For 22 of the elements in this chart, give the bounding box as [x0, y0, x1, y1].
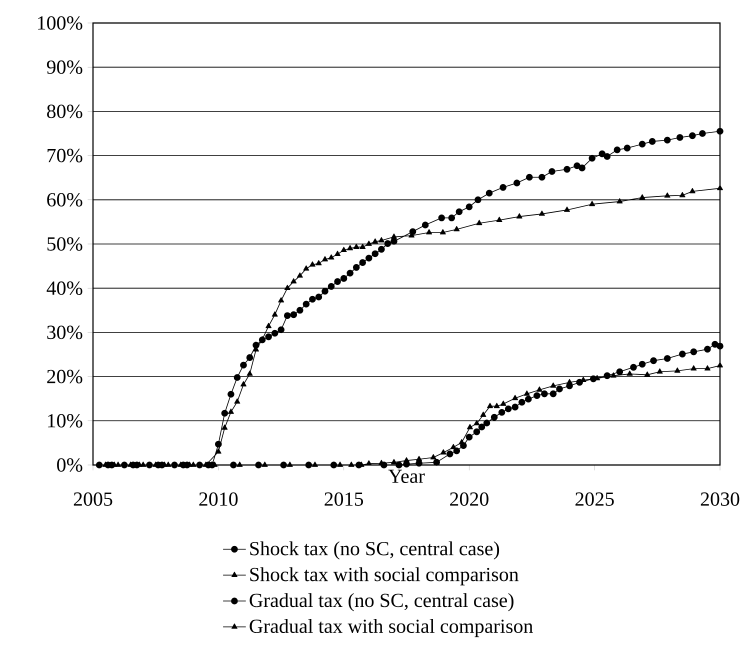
y-tick-label: 50%: [47, 237, 82, 251]
y-tick-label: 10%: [48, 414, 82, 428]
legend-label: Shock tax (no SC, central case): [250, 541, 500, 560]
x-tick-label: 2015: [324, 492, 364, 506]
y-tick-label: 20%: [47, 370, 82, 384]
x-tick-label: 2005: [74, 492, 112, 506]
y-tick-label: 30%: [47, 326, 82, 340]
x-tick-label: 2020: [450, 492, 488, 506]
legend-label: Shock tax with social comparison: [250, 567, 519, 586]
y-tick-label: 40%: [46, 281, 82, 295]
y-tick-label: 60%: [47, 193, 82, 207]
y-tick-label: 0%: [57, 458, 82, 472]
x-tick-label: 2025: [575, 492, 614, 506]
y-tick-label: 100%: [38, 16, 82, 30]
y-tick-label: 90%: [46, 60, 82, 74]
x-tick-label: 2010: [199, 492, 238, 506]
x-axis-title: Year: [388, 470, 425, 483]
legend-label: Gradual tax with social comparison: [250, 618, 533, 638]
legend-label: Gradual tax (no SC, central case): [250, 593, 514, 612]
x-tick-label: 2030: [700, 492, 740, 506]
y-tick-label: 70%: [48, 148, 82, 162]
y-tick-label: 80%: [47, 104, 82, 118]
